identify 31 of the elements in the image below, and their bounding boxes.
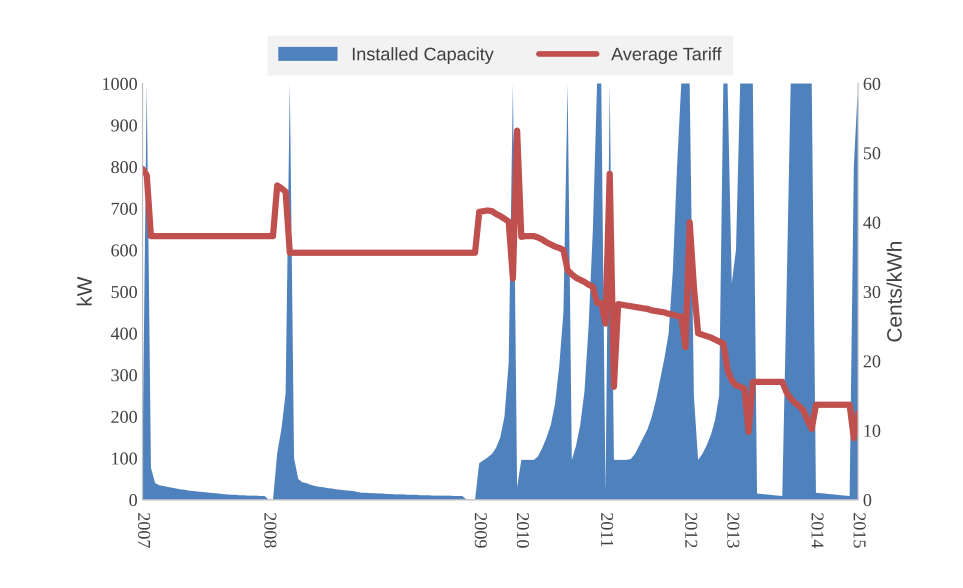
- x-tick-label: 2012: [685, 513, 698, 548]
- y2-tick-label: 30: [864, 286, 880, 298]
- x-tick-label: 2013: [727, 513, 740, 548]
- y-tick-label: 0: [129, 494, 137, 506]
- x-tick-label: 2014: [811, 513, 824, 548]
- y-tick-label: 500: [112, 286, 137, 298]
- y-tick-label: 1000: [103, 78, 137, 90]
- y2-tick-label: 40: [863, 216, 880, 229]
- x-tick-label: 2015: [854, 513, 866, 548]
- x-tick-label: 2010: [516, 513, 529, 548]
- y2-tick-label: 0: [864, 494, 872, 506]
- x-tick-label: 2007: [138, 513, 150, 548]
- x-tick-label: 2011: [600, 513, 614, 547]
- y-tick-label: 200: [111, 410, 137, 423]
- y-tick-label: 400: [110, 328, 137, 340]
- x-tick-label: 2009: [474, 513, 487, 548]
- y2-tick-label: 10: [864, 424, 880, 437]
- y-tick-label: 300: [111, 369, 137, 382]
- y2-tick-label: 20: [864, 355, 880, 368]
- y-tick-label: 100: [112, 452, 137, 465]
- y2-tick-label: 50: [864, 147, 880, 160]
- x-tick-label: 2008: [264, 513, 276, 548]
- y-tick-label: 600: [111, 244, 137, 256]
- y-tick-label: 700: [112, 202, 137, 215]
- y-tick-label: 900: [111, 119, 137, 132]
- y2-tick-label: 60: [864, 78, 880, 90]
- legend-label: Average Tariff: [611, 47, 722, 64]
- y2-axis-title: Cents/kWh: [886, 242, 902, 342]
- y-axis-title: kW: [76, 276, 92, 306]
- y-tick-label: 800: [111, 161, 137, 174]
- legend-label: Installed Capacity: [352, 47, 494, 64]
